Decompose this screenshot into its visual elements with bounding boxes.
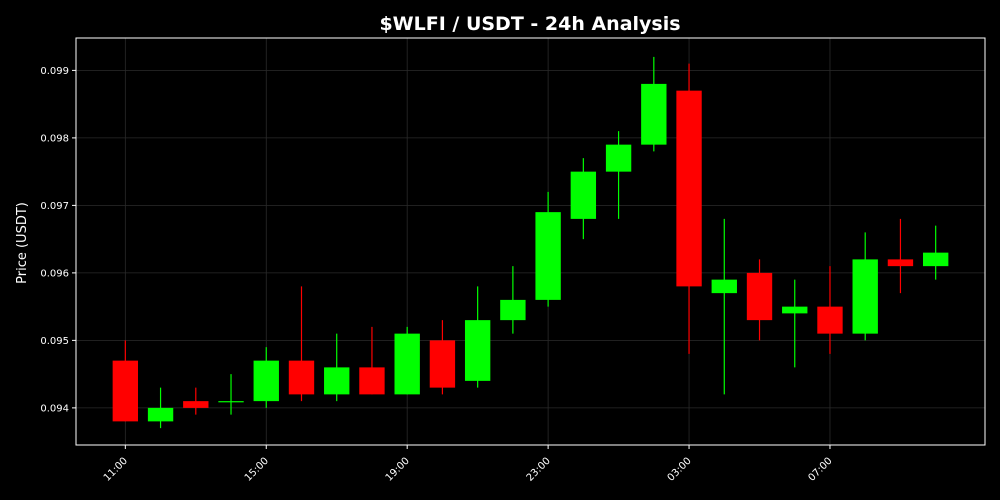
candle-body <box>112 360 139 422</box>
chart-title: $WLFI / USDT - 24h Analysis <box>379 13 680 35</box>
candle-body <box>711 279 737 294</box>
y-tick-label: 0.096 <box>40 268 69 279</box>
candle <box>641 56 667 152</box>
candle-body <box>605 144 632 172</box>
candle <box>324 333 350 402</box>
candle-body <box>641 83 667 145</box>
y-tick-label: 0.099 <box>40 66 69 77</box>
candle <box>887 218 914 294</box>
candle-body <box>324 367 350 395</box>
candle-body <box>676 90 702 287</box>
candle <box>429 320 456 395</box>
candle <box>112 340 139 422</box>
candle <box>183 387 209 415</box>
candle-body <box>782 306 808 314</box>
candle <box>147 387 174 429</box>
candle-body <box>288 360 315 395</box>
candle <box>218 374 244 415</box>
candle-body <box>464 320 491 381</box>
candles <box>112 56 949 429</box>
candle <box>394 326 420 395</box>
candle-body <box>253 360 279 402</box>
candle <box>676 63 702 354</box>
candle-body <box>500 299 526 321</box>
candle <box>746 259 773 341</box>
candle-body <box>746 272 773 321</box>
candle-body <box>817 306 843 334</box>
candle <box>570 158 597 240</box>
y-tick-label: 0.098 <box>40 133 69 144</box>
candle-body <box>429 340 456 388</box>
candle-body <box>218 401 244 403</box>
y-tick-label: 0.095 <box>40 336 69 347</box>
candle <box>288 286 315 402</box>
candle <box>253 347 279 408</box>
candle <box>782 279 808 368</box>
candle <box>852 232 878 341</box>
candle <box>464 286 491 388</box>
candle <box>535 191 561 307</box>
candle-body <box>359 367 385 395</box>
candle-body <box>887 259 914 267</box>
candle-body <box>852 259 878 334</box>
candle-body <box>394 333 420 395</box>
candle <box>817 266 843 354</box>
candle-body <box>183 401 209 408</box>
plot-frame <box>75 37 986 446</box>
candle-body <box>535 212 561 300</box>
candle <box>605 131 632 219</box>
candle <box>500 266 526 334</box>
candle <box>711 218 737 395</box>
candle-body <box>922 252 949 267</box>
candle <box>359 326 385 395</box>
y-tick-label: 0.094 <box>40 403 69 414</box>
candle-body <box>570 171 597 219</box>
y-axis-ticks: 0.094 0.095 0.096 0.097 0.098 0.099 <box>40 66 76 414</box>
candle <box>922 225 949 280</box>
candle-body <box>147 407 174 422</box>
y-tick-label: 0.097 <box>40 201 69 212</box>
y-axis-label: Price (USDT) <box>15 202 30 284</box>
